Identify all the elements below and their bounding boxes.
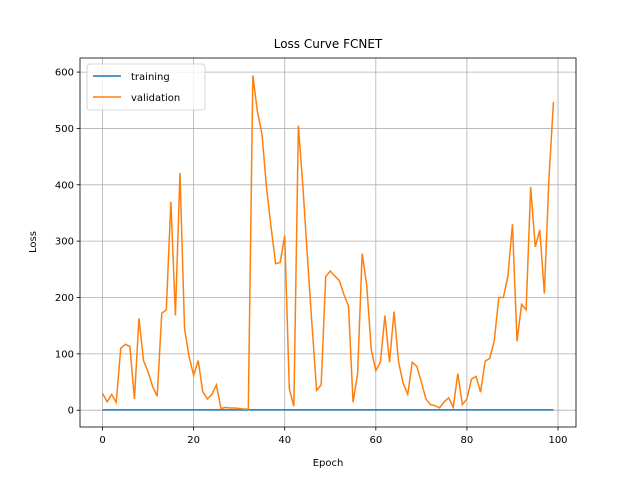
chart-title: Loss Curve FCNET (274, 37, 383, 51)
x-tick-label: 0 (99, 435, 105, 446)
x-tick-label: 100 (548, 435, 567, 446)
y-tick-label: 600 (55, 68, 74, 79)
line-series (101, 75, 555, 410)
x-tick-label: 20 (187, 435, 200, 446)
y-tick-label: 100 (55, 349, 74, 360)
x-axis-label: Epoch (313, 458, 344, 469)
y-tick-label: 200 (55, 293, 74, 304)
x-tick-label: 60 (369, 435, 382, 446)
x-tick-label: 40 (278, 435, 291, 446)
legend-label: validation (131, 93, 180, 104)
y-tick-label: 400 (55, 180, 74, 191)
y-tick-label: 500 (55, 124, 74, 135)
x-tick-label: 80 (461, 435, 474, 446)
y-tick-label: 0 (68, 406, 74, 417)
legend-label: training (131, 72, 170, 83)
y-tick-label: 300 (55, 237, 74, 248)
plot-frame (79, 57, 577, 428)
y-axis-label: Loss (28, 231, 39, 253)
